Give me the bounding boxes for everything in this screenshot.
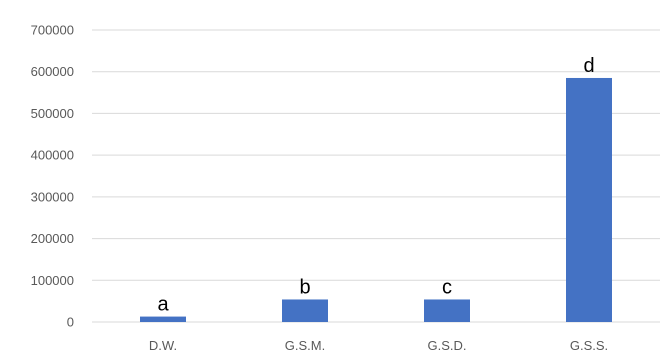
x-axis-category-labels: D.W. G.S.M. G.S.D. G.S.S. <box>149 338 608 353</box>
bar-G.S.M. <box>282 299 328 322</box>
y-tick-label: 400000 <box>31 148 74 163</box>
bar-annotation: c <box>442 276 452 298</box>
bar-annotation: b <box>299 276 310 298</box>
bar-annotation: a <box>157 294 169 316</box>
y-tick-label: 600000 <box>31 64 74 79</box>
bar-annotations: a b c d <box>157 55 594 316</box>
y-tick-label: 300000 <box>31 189 74 204</box>
y-tick-label: 0 <box>67 315 74 330</box>
y-tick-label: 200000 <box>31 231 74 246</box>
bar-G.S.S. <box>566 77 612 322</box>
bar-annotation: d <box>583 55 594 77</box>
x-tick-label: G.S.M. <box>285 338 325 353</box>
y-tick-label: 700000 <box>31 23 74 38</box>
bars <box>140 77 612 322</box>
x-tick-label: G.S.S. <box>570 338 608 353</box>
y-tick-label: 100000 <box>31 273 74 288</box>
bar-G.S.D. <box>424 299 470 322</box>
y-axis-tick-labels: 0 100000 200000 300000 400000 500000 600000 700… <box>31 23 74 330</box>
grid-lines <box>92 29 660 323</box>
y-tick-label: 500000 <box>31 106 74 121</box>
x-tick-label: D.W. <box>149 338 177 353</box>
x-tick-label: G.S.D. <box>427 338 466 353</box>
bar-D.W. <box>140 316 186 322</box>
